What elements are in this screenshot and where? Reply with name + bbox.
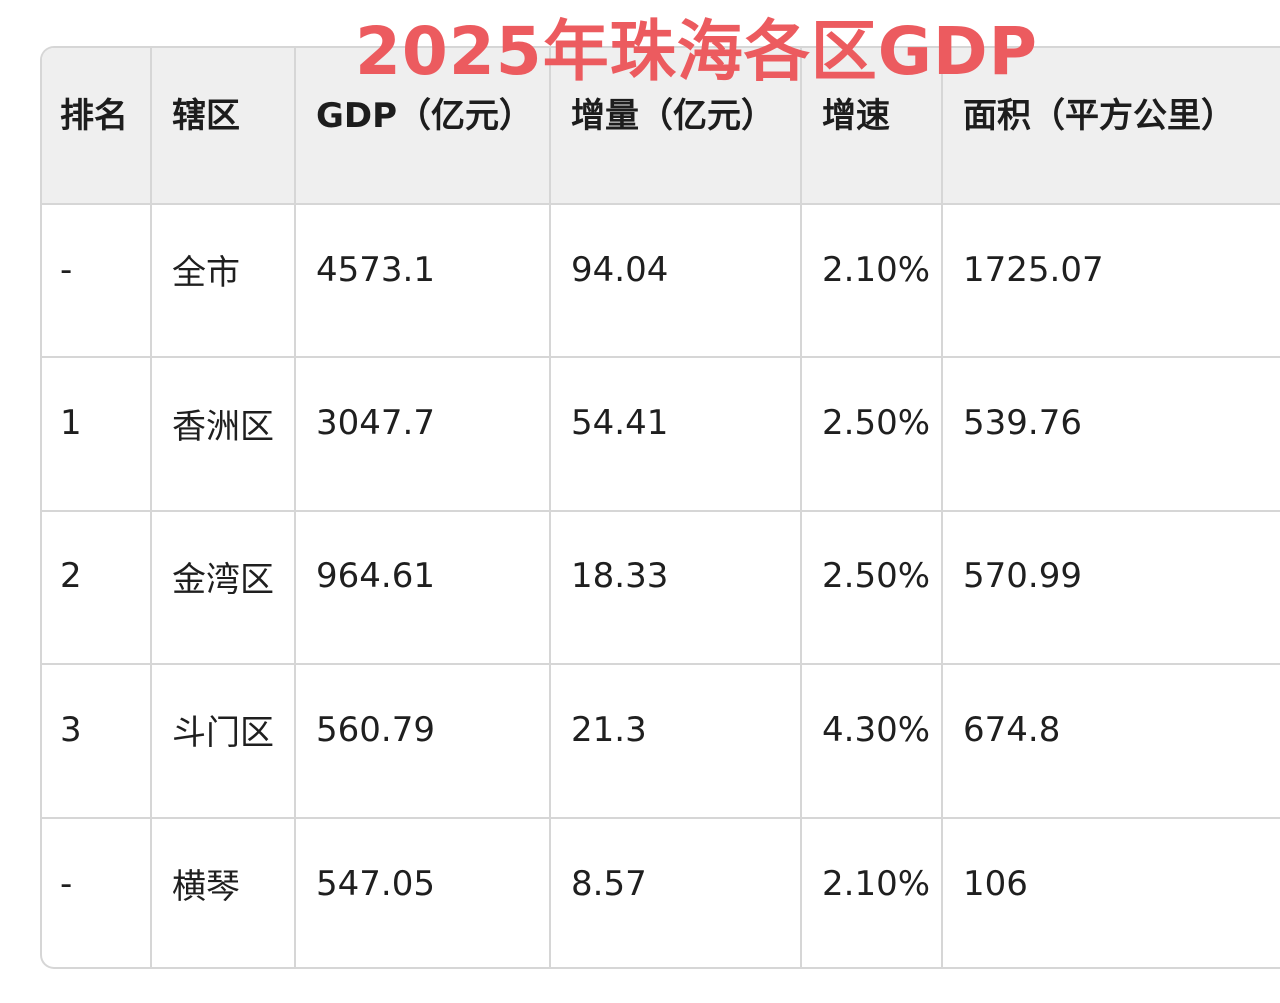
column-header-gdp: GDP（亿元） — [295, 48, 551, 205]
cell-increase: 8.57 — [550, 817, 802, 967]
cell-rank: 1 — [42, 357, 152, 512]
column-header-area: 面积（平方公里） — [942, 48, 1280, 205]
cell-area: 674.8 — [942, 664, 1280, 819]
cell-area: 1725.07 — [942, 204, 1280, 359]
column-header-growth-rate: 增速 — [801, 48, 943, 205]
cell-growth-rate: 2.10% — [801, 204, 943, 359]
page-title: 2025年珠海各区GDP — [355, 13, 1039, 90]
cell-district: 金湾区 — [151, 510, 296, 666]
cell-area: 106 — [942, 817, 1280, 967]
column-header-rank: 排名 — [42, 48, 152, 205]
table-row: 3 斗门区 560.79 21.3 4.30% 674.8 — [42, 664, 1280, 819]
cell-increase: 94.04 — [550, 204, 802, 359]
cell-gdp: 547.05 — [295, 817, 551, 967]
cell-district: 斗门区 — [151, 664, 296, 819]
table-row: 2 金湾区 964.61 18.33 2.50% 570.99 — [42, 510, 1280, 666]
gdp-table-container: 排名 辖区 GDP（亿元） 增量（亿元） 增速 面积（平方公里） - 全市 45… — [40, 46, 1280, 969]
cell-rank: - — [42, 817, 152, 967]
cell-rank: - — [42, 204, 152, 359]
table-header-row: 排名 辖区 GDP（亿元） 增量（亿元） 增速 面积（平方公里） — [42, 48, 1280, 205]
gdp-table: 排名 辖区 GDP（亿元） 增量（亿元） 增速 面积（平方公里） - 全市 45… — [42, 48, 1280, 967]
cell-area: 570.99 — [942, 510, 1280, 666]
cell-increase: 54.41 — [550, 357, 802, 512]
table-row: - 横琴 547.05 8.57 2.10% 106 — [42, 817, 1280, 967]
table-row: 1 香洲区 3047.7 54.41 2.50% 539.76 — [42, 357, 1280, 512]
cell-growth-rate: 2.50% — [801, 357, 943, 512]
cell-district: 横琴 — [151, 817, 296, 967]
cell-growth-rate: 2.50% — [801, 510, 943, 666]
cell-growth-rate: 2.10% — [801, 817, 943, 967]
cell-area: 539.76 — [942, 357, 1280, 512]
cell-gdp: 3047.7 — [295, 357, 551, 512]
cell-gdp: 560.79 — [295, 664, 551, 819]
cell-gdp: 964.61 — [295, 510, 551, 666]
cell-district: 全市 — [151, 204, 296, 359]
cell-increase: 18.33 — [550, 510, 802, 666]
column-header-increase: 增量（亿元） — [550, 48, 802, 205]
cell-increase: 21.3 — [550, 664, 802, 819]
cell-gdp: 4573.1 — [295, 204, 551, 359]
cell-rank: 3 — [42, 664, 152, 819]
cell-rank: 2 — [42, 510, 152, 666]
cell-growth-rate: 4.30% — [801, 664, 943, 819]
column-header-district: 辖区 — [151, 48, 296, 205]
cell-district: 香洲区 — [151, 357, 296, 512]
table-row: - 全市 4573.1 94.04 2.10% 1725.07 — [42, 204, 1280, 359]
